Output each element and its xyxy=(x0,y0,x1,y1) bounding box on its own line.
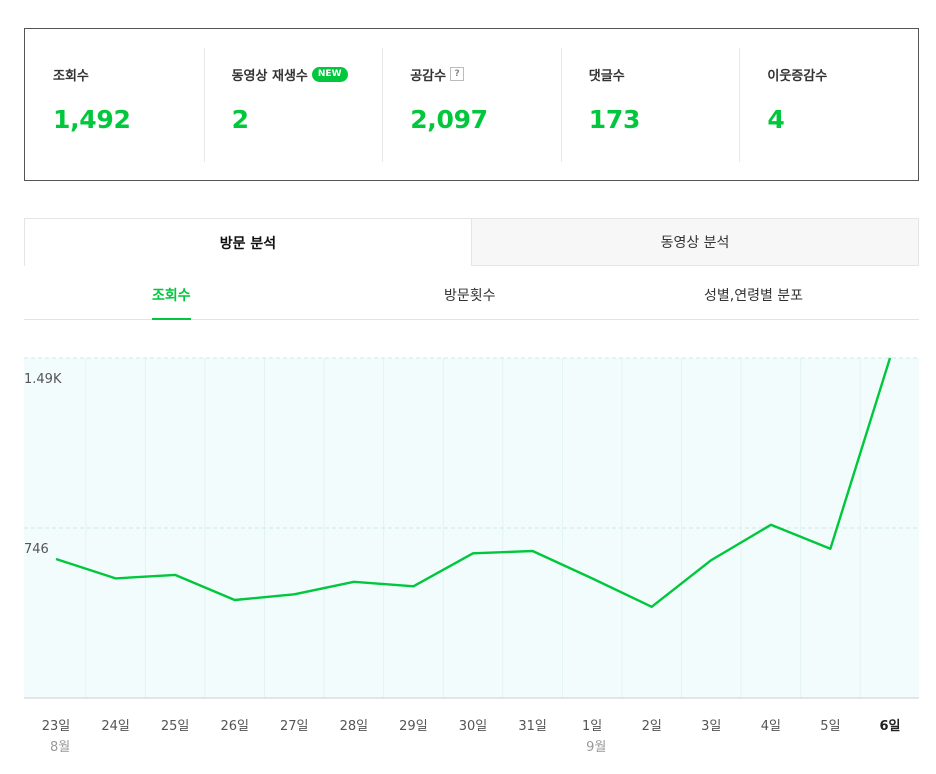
stats-summary: 조회수 1,492 동영상 재생수 NEW 2 공감수 ? 2,097 댓글수 … xyxy=(24,28,919,181)
x-tick-label: 1일 xyxy=(582,719,602,734)
stat-value: 173 xyxy=(588,105,641,134)
stat-label: 동영상 재생수 NEW xyxy=(232,65,383,84)
stat-value: 2 xyxy=(231,105,249,134)
stat-label: 댓글수 xyxy=(588,68,625,84)
stat-value: 2,097 xyxy=(410,105,488,134)
stat-label: 이웃증감수 xyxy=(767,68,828,84)
stat-label: 조회수 xyxy=(53,68,89,84)
main-tabs: 방문 분석 동영상 분석 xyxy=(24,218,919,266)
tab-visit-analysis[interactable]: 방문 분석 xyxy=(24,218,471,266)
x-tick-label: 30일 xyxy=(459,719,488,734)
stat-likes: 공감수 ? 2,097 xyxy=(382,29,561,180)
x-tick-label: 5일 xyxy=(820,719,840,734)
stat-video-plays: 동영상 재생수 NEW 2 xyxy=(203,29,383,180)
tab-video-analysis[interactable]: 동영상 분석 xyxy=(471,218,919,266)
x-tick-label: 27일 xyxy=(280,719,309,734)
stat-value: 1,492 xyxy=(53,105,131,134)
sub-tabs: 조회수 방문횟수 성별,연령별 분포 xyxy=(24,270,919,320)
stat-comments: 댓글수 173 xyxy=(560,29,740,180)
x-tick-label: 6일 xyxy=(879,719,900,734)
x-tick-label: 23일 xyxy=(42,719,71,734)
x-tick-label: 3일 xyxy=(701,719,721,734)
stat-value: 4 xyxy=(767,105,785,134)
y-tick-label: 746 xyxy=(24,542,49,557)
x-tick-label: 28일 xyxy=(340,719,369,734)
views-line-chart: 1.49K 746 23일 24일 25일 26일 27일 28일 29일 30일 31일 1일 2일 3… xyxy=(0,330,936,774)
y-tick-label: 1.49K xyxy=(24,372,62,387)
x-tick-label: 26일 xyxy=(220,719,249,734)
x-tick-label: 29일 xyxy=(399,719,428,734)
stat-neighbors: 이웃증감수 4 xyxy=(739,29,918,180)
x-month-label: 8월 xyxy=(50,740,70,755)
help-icon[interactable]: ? xyxy=(450,67,465,81)
subtab-visit-count[interactable]: 방문횟수 xyxy=(444,288,496,304)
new-badge: NEW xyxy=(311,66,348,82)
x-month-label: 9월 xyxy=(586,740,606,755)
stat-views: 조회수 1,492 xyxy=(25,29,204,180)
x-tick-label: 24일 xyxy=(101,719,130,734)
chart-svg: 1.49K 746 23일 24일 25일 26일 27일 28일 29일 30일 31일 1일 2일 3… xyxy=(24,357,919,755)
subtab-views[interactable]: 조회수 xyxy=(152,270,191,320)
x-tick-label: 25일 xyxy=(161,719,190,734)
x-tick-label: 2일 xyxy=(642,719,662,734)
x-tick-label: 31일 xyxy=(518,719,547,734)
stat-label: 공감수 ? xyxy=(410,65,561,84)
x-tick-label: 4일 xyxy=(761,719,781,734)
subtab-gender-age[interactable]: 성별,연령별 분포 xyxy=(704,288,804,304)
